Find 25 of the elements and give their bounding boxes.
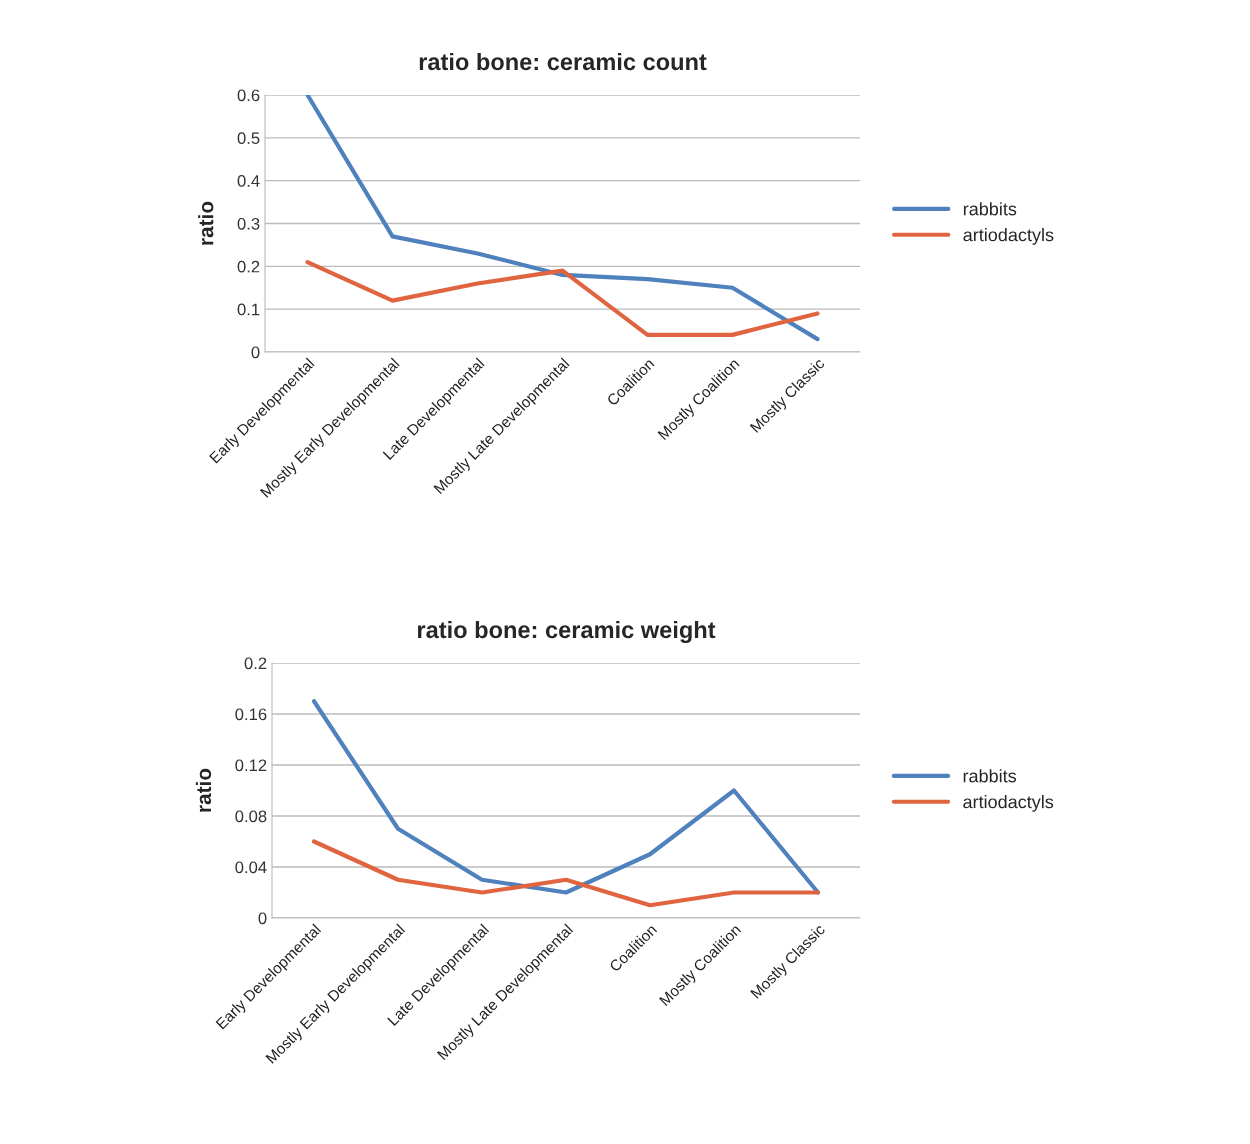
y-tick-label: 0.6 [237,89,260,102]
y-tick-label: 0.16 [235,708,267,721]
y-tick-label: 0.12 [235,759,267,772]
y-tick-label: 0 [251,346,260,359]
y-tick-label: 0 [258,912,267,925]
y-tick-label: 0.1 [237,303,260,316]
y-tick-label: 0.08 [235,810,267,823]
legend-label: rabbits [963,769,1017,783]
line-series [311,699,821,895]
y-axis-title: ratio [195,768,212,812]
line-series [311,839,821,908]
y-tick-label: 0.4 [237,175,260,187]
y-tick-label: 0.5 [237,132,260,145]
line-series [305,95,820,342]
legend-label: rabbits [963,202,1017,216]
chart-title: ratio bone: ceramic count [419,52,707,71]
chart-title: ratio bone: ceramic weight [418,620,716,643]
legend-label: artiodactyls [963,228,1054,245]
y-tick-label: 0.3 [237,217,260,230]
y-axis-title: ratio [198,201,214,245]
y-tick-label: 0.2 [244,657,267,670]
y-tick-label: 0.2 [237,260,260,273]
legend-label: artiodactyls [963,795,1054,812]
y-tick-label: 0.04 [235,861,267,874]
line-series [305,259,820,337]
